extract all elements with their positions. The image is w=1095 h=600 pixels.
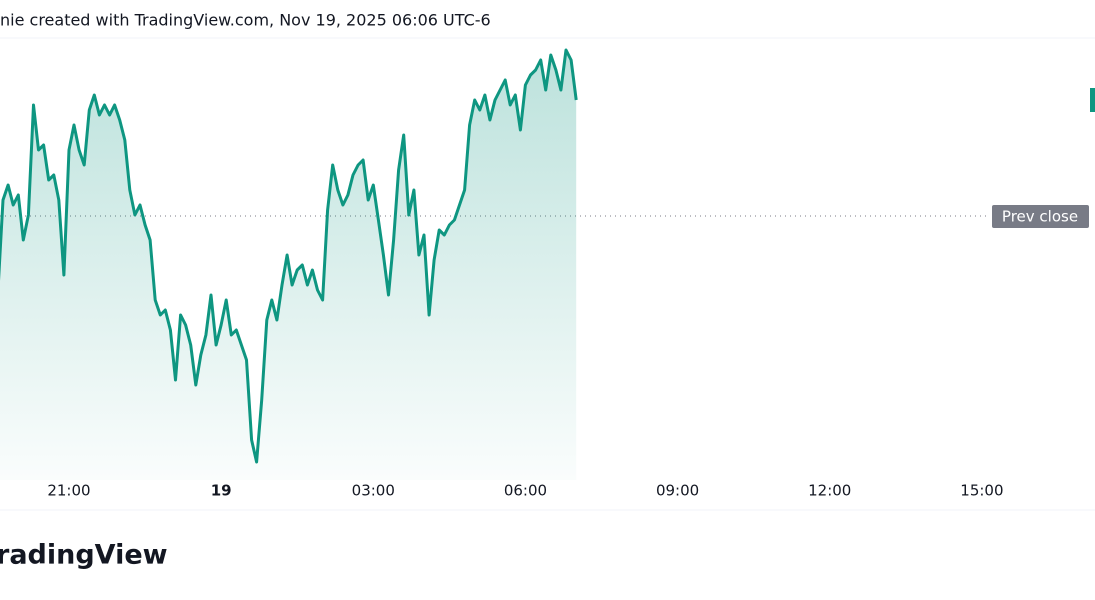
x-tick-label: 15:00 [960, 482, 1003, 500]
x-tick-label: 21:00 [47, 482, 90, 500]
prev-close-label: Prev close [1002, 208, 1078, 226]
price-line [0, 48, 578, 464]
x-tick-label: 12:00 [808, 482, 851, 500]
chart-title: nie created with TradingView.com, Nov 19… [0, 11, 491, 30]
x-tick-label: 19 [211, 482, 232, 500]
prev-close-box [992, 205, 1089, 228]
x-tick-label: 03:00 [352, 482, 395, 500]
price-tag [1090, 88, 1095, 112]
x-tick-label: 09:00 [656, 482, 699, 500]
logo: radingView [0, 540, 168, 571]
x-tick-label: 06:00 [504, 482, 547, 500]
